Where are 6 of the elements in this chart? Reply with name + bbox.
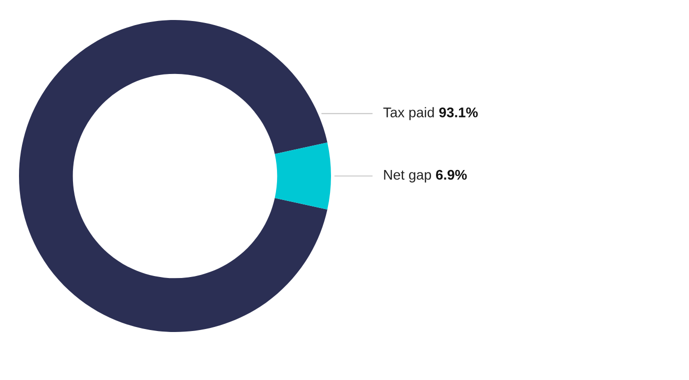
data-label: 93.1% bbox=[439, 107, 478, 118]
slice-label: Net gap bbox=[384, 170, 432, 182]
donut-slice bbox=[19, 20, 328, 332]
slice-label: Tax paid bbox=[383, 107, 434, 120]
data-label: 6.9% bbox=[436, 170, 467, 180]
donut-slice bbox=[274, 142, 331, 210]
